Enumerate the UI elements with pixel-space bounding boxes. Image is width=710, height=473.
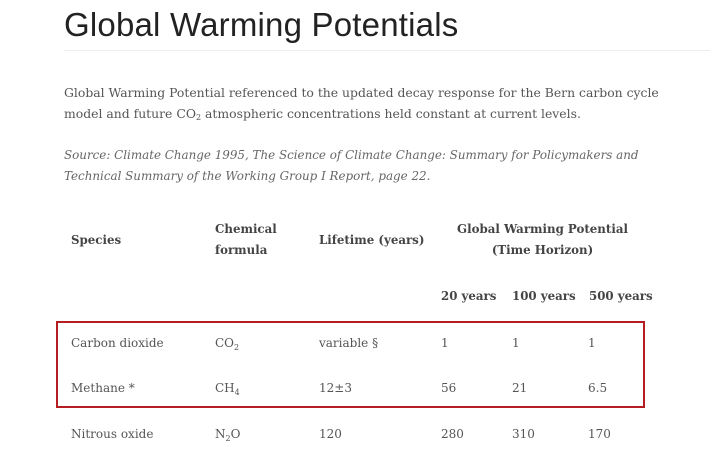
row-formula: CH4 (215, 380, 240, 397)
title-divider (64, 50, 710, 51)
row-formula: CO2 (215, 335, 240, 352)
header-20-years: 20 years (441, 289, 497, 303)
header-gwp: Global Warming Potential (Time Horizon) (457, 222, 628, 257)
source-citation: Source: Climate Change 1995, The Science… (64, 148, 639, 183)
header-formula: Chemical formula (215, 222, 277, 257)
row-gwp-100: 1 (512, 336, 520, 350)
formula-subscript: 2 (225, 434, 231, 443)
row-species: Methane * (71, 381, 135, 395)
formula-subscript: 2 (234, 343, 240, 352)
row-lifetime: 120 (319, 427, 342, 441)
row-gwp-20: 56 (441, 381, 457, 395)
row-lifetime: 12±3 (319, 381, 352, 395)
intro-subscript: 2 (195, 113, 202, 122)
header-500-years: 500 years (589, 289, 653, 303)
row-species: Nitrous oxide (71, 427, 154, 441)
row-gwp-500: 1 (588, 336, 596, 350)
row-formula: N2O (215, 426, 241, 443)
formula-base: N (215, 427, 226, 441)
formula-tail: O (230, 427, 241, 441)
header-100-years: 100 years (512, 289, 576, 303)
header-species: Species (71, 233, 122, 247)
row-gwp-100: 21 (512, 381, 528, 395)
intro-paragraph: Global Warming Potential referenced to t… (64, 82, 694, 124)
formula-base: CO (215, 336, 235, 350)
row-lifetime: variable § (319, 336, 379, 350)
row-gwp-500: 6.5 (588, 381, 608, 395)
row-gwp-20: 1 (441, 336, 449, 350)
row-gwp-500: 170 (588, 427, 611, 441)
formula-subscript: 4 (234, 388, 240, 397)
formula-base: CH (215, 381, 235, 395)
header-lifetime: Lifetime (years) (319, 233, 425, 247)
page-title: Global Warming Potentials (64, 6, 459, 43)
row-gwp-100: 310 (512, 427, 535, 441)
highlight-box (56, 321, 645, 408)
row-gwp-20: 280 (441, 427, 464, 441)
row-species: Carbon dioxide (71, 336, 164, 350)
intro-text: Global Warming Potential referenced to t… (64, 85, 659, 121)
intro-tail: atmospheric concentrations held constant… (201, 106, 581, 121)
